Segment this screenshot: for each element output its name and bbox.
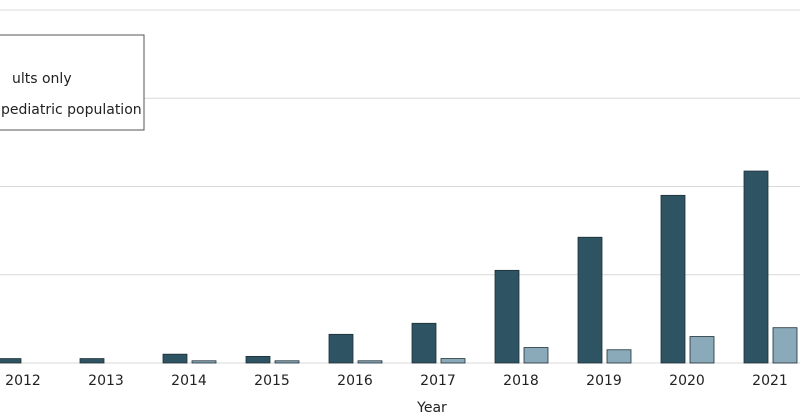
legend: ults only pediatric population [0, 34, 145, 131]
legend-label: ults only [12, 71, 72, 87]
bar [162, 353, 188, 364]
x-tick-label: 2019 [586, 373, 622, 389]
x-axis-label: Year [416, 400, 447, 416]
bar [328, 333, 354, 364]
bar [606, 349, 632, 364]
bar [274, 360, 300, 364]
bar [191, 360, 217, 364]
bar [411, 322, 437, 364]
x-tick-label: 2012 [5, 373, 41, 389]
bar [743, 170, 769, 364]
x-tick-label: 2016 [337, 373, 373, 389]
bar [494, 269, 520, 364]
bar [440, 358, 466, 364]
bar [245, 355, 271, 364]
legend-box [0, 34, 145, 131]
x-tick-label: 2018 [503, 373, 539, 389]
bar [79, 358, 105, 364]
x-tick-label: 2013 [88, 373, 124, 389]
bar [689, 336, 715, 364]
bar [0, 358, 22, 364]
bar [523, 347, 549, 364]
bar [577, 236, 603, 364]
x-tick-label: 2014 [171, 373, 207, 389]
bars [0, 170, 798, 364]
bar [357, 360, 383, 364]
legend-label: pediatric population [1, 102, 142, 118]
x-tick-label: 2017 [420, 373, 456, 389]
bar [772, 327, 798, 364]
x-tick-label: 2020 [669, 373, 705, 389]
x-tick-label: 2015 [254, 373, 290, 389]
bar [660, 194, 686, 364]
x-tick-label: 2021 [752, 373, 788, 389]
